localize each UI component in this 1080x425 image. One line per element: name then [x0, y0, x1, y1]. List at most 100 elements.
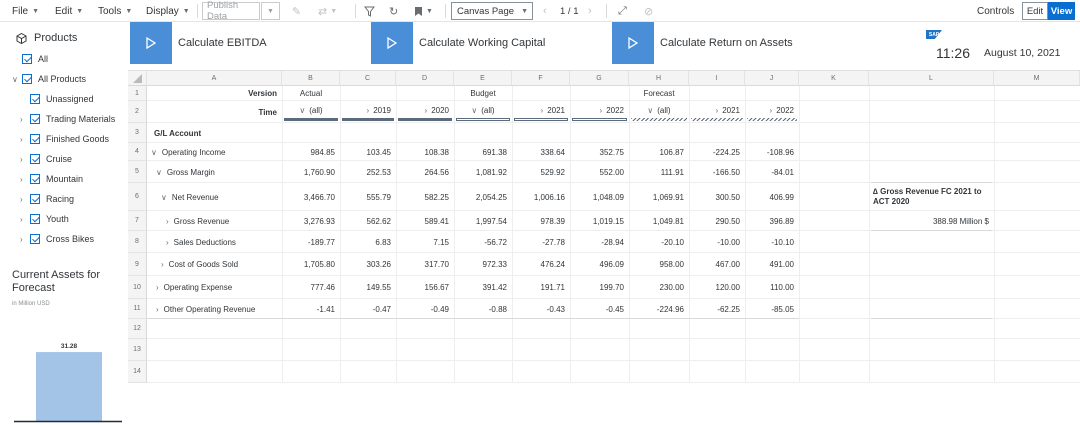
chevron-right-icon[interactable]: › [769, 105, 773, 115]
chevron-right-icon[interactable]: › [20, 214, 23, 224]
chevron-right-icon[interactable]: › [366, 105, 370, 115]
checkbox-checked[interactable] [30, 194, 40, 204]
chevron-down-icon[interactable]: ∨ [471, 105, 478, 115]
menu-file[interactable]: File ▼ [12, 0, 39, 22]
checkbox-checked[interactable] [30, 174, 40, 184]
row-header-4[interactable]: 4 [128, 143, 147, 161]
checkbox-checked[interactable] [22, 74, 32, 84]
column-header-b[interactable]: B [282, 71, 340, 86]
bookmark-icon[interactable]: ▼ [414, 0, 433, 22]
row-header-10[interactable]: 10 [128, 276, 147, 299]
refresh-icon[interactable]: ↻ [389, 5, 399, 18]
column-header-l[interactable]: L [869, 71, 994, 86]
time-header[interactable]: › 2022 [570, 101, 629, 119]
chevron-right-icon[interactable]: › [166, 216, 169, 226]
filter-icon[interactable] [364, 0, 375, 22]
time-header[interactable]: › 2021 [512, 101, 570, 119]
chevron-right-icon[interactable]: › [20, 194, 23, 204]
column-header-d[interactable]: D [396, 71, 454, 86]
chevron-down-icon[interactable]: ∨ [151, 147, 157, 157]
column-header-i[interactable]: I [689, 71, 745, 86]
column-header-c[interactable]: C [340, 71, 396, 86]
filter-item[interactable]: › Trading Materials [20, 112, 115, 126]
menu-edit[interactable]: Edit ▼ [55, 0, 83, 22]
chevron-right-icon[interactable]: › [20, 234, 23, 244]
checkbox-checked[interactable] [30, 234, 40, 244]
publish-data-button[interactable]: Publish Data [202, 0, 260, 22]
time-header[interactable]: ∨ (all) [629, 101, 689, 119]
pin-icon[interactable]: ✎ [292, 5, 302, 18]
time-header[interactable]: ∨ (all) [282, 101, 340, 119]
chevron-right-icon[interactable]: › [166, 237, 169, 247]
filter-item[interactable]: › Racing [20, 192, 74, 206]
column-header-f[interactable]: F [512, 71, 570, 86]
chevron-right-icon[interactable]: › [540, 105, 544, 115]
column-header-g[interactable]: G [570, 71, 629, 86]
account-row-label[interactable]: › Gross Revenue [147, 211, 282, 231]
column-header-j[interactable]: J [745, 71, 799, 86]
column-header-h[interactable]: H [629, 71, 689, 86]
chevron-right-icon[interactable]: › [715, 105, 719, 115]
row-header-8[interactable]: 8 [128, 231, 147, 253]
filter-item[interactable]: › Mountain [20, 172, 83, 186]
time-header[interactable]: › 2019 [340, 101, 396, 119]
chevron-down-icon[interactable]: ∨ [156, 167, 162, 177]
row-header-9[interactable]: 9 [128, 253, 147, 276]
row-header-12[interactable]: 12 [128, 319, 147, 339]
chevron-right-icon[interactable]: › [424, 105, 428, 115]
disabled-icon[interactable]: ⊘ [644, 5, 654, 18]
bar-current-assets[interactable] [36, 352, 102, 422]
time-header[interactable]: › 2022 [745, 101, 799, 119]
filter-item[interactable]: Unassigned [20, 92, 94, 106]
publish-dropdown-button[interactable]: ▼ [261, 2, 280, 20]
prev-page-icon[interactable]: ‹ [543, 5, 547, 17]
time-header[interactable]: › 2021 [689, 101, 745, 119]
column-header-k[interactable]: K [799, 71, 869, 86]
row-header-5[interactable]: 5 [128, 161, 147, 183]
row-header-14[interactable]: 14 [128, 361, 147, 383]
checkbox-checked[interactable] [22, 54, 32, 64]
chevron-right-icon[interactable]: › [20, 134, 23, 144]
menu-display[interactable]: Display ▼ [146, 0, 190, 22]
filter-item[interactable]: All [12, 52, 48, 66]
account-row-label[interactable]: › Cost of Goods Sold [147, 253, 282, 276]
chevron-down-icon[interactable]: ∨ [161, 192, 167, 202]
row-header-3[interactable]: 3 [128, 123, 147, 143]
chevron-down-icon[interactable]: ∨ [647, 105, 654, 115]
chevron-down-icon[interactable]: ∨ [12, 74, 18, 84]
chevron-right-icon[interactable]: › [156, 304, 159, 314]
menu-tools[interactable]: Tools ▼ [98, 0, 132, 22]
grid-corner[interactable] [128, 71, 147, 86]
column-header-a[interactable]: A [147, 71, 282, 86]
chevron-right-icon[interactable]: › [20, 174, 23, 184]
filter-item[interactable]: › Finished Goods [20, 132, 109, 146]
calculate-ebitda-button[interactable]: Calculate EBITDA [130, 22, 267, 64]
chevron-right-icon[interactable]: › [156, 283, 159, 292]
canvas-page-select[interactable]: Canvas Page ▼ [451, 2, 533, 20]
checkbox-checked[interactable] [30, 94, 40, 104]
filter-item[interactable]: › Cruise [20, 152, 72, 166]
fullscreen-icon[interactable]: ⤢ [618, 4, 627, 17]
chevron-right-icon[interactable]: › [161, 260, 164, 269]
time-header[interactable]: ∨ (all) [454, 101, 512, 119]
row-header-2[interactable]: 2 [128, 101, 147, 123]
chevron-right-icon[interactable]: › [599, 105, 603, 115]
checkbox-checked[interactable] [30, 114, 40, 124]
row-header-13[interactable]: 13 [128, 339, 147, 361]
time-header[interactable]: › 2020 [396, 101, 454, 119]
checkbox-checked[interactable] [30, 214, 40, 224]
column-header-m[interactable]: M [994, 71, 1080, 86]
checkbox-checked[interactable] [30, 134, 40, 144]
chevron-down-icon[interactable]: ∨ [299, 105, 306, 115]
row-header-7[interactable]: 7 [128, 211, 147, 231]
calculate-working-capital-button[interactable]: Calculate Working Capital [371, 22, 545, 64]
filter-item[interactable]: › Youth [20, 212, 69, 226]
account-row-label[interactable]: › Sales Deductions [147, 231, 282, 253]
account-row-label[interactable]: ∨ Net Revenue [147, 183, 282, 211]
chevron-right-icon[interactable]: › [20, 114, 23, 124]
row-header-11[interactable]: 11 [128, 299, 147, 319]
controls-button[interactable]: Controls [977, 5, 1015, 17]
edit-mode-button[interactable]: Edit [1022, 2, 1048, 20]
column-header-e[interactable]: E [454, 71, 512, 86]
filter-item[interactable]: › Cross Bikes [20, 232, 94, 246]
